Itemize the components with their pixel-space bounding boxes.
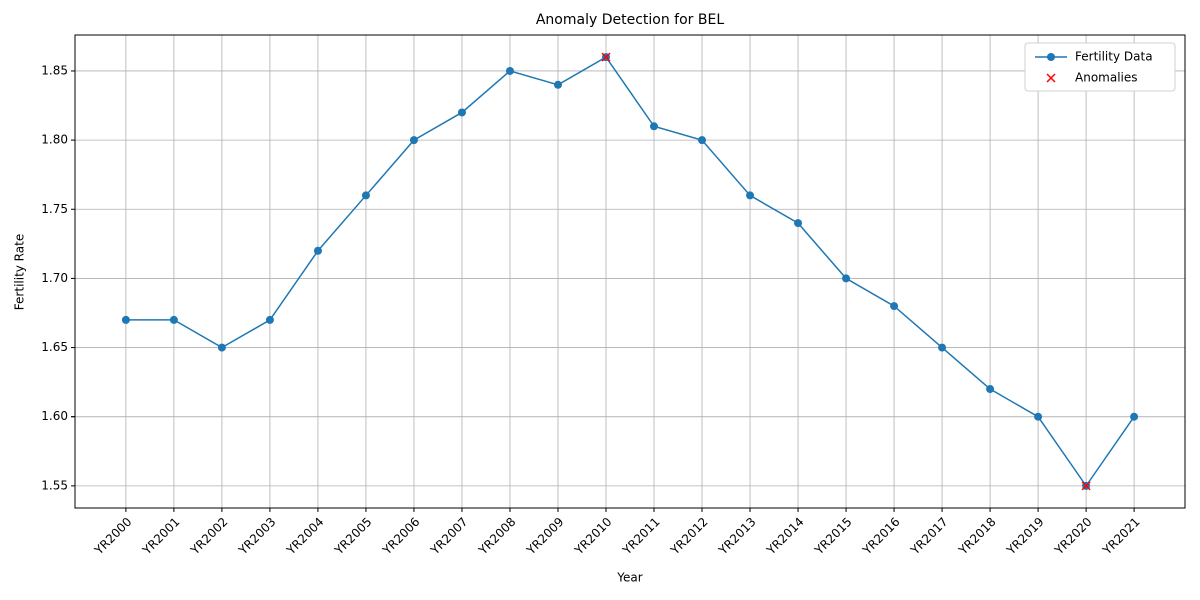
y-tick-label: 1.80 bbox=[41, 133, 68, 147]
x-tick-label: YR2017 bbox=[907, 515, 950, 558]
chart-title: Anomaly Detection for BEL bbox=[536, 12, 724, 28]
marker bbox=[361, 191, 370, 200]
x-tick-label: YR2001 bbox=[139, 515, 182, 558]
plot-frame bbox=[74, 34, 1186, 509]
marker bbox=[409, 136, 418, 145]
x-tick-label: YR2004 bbox=[283, 515, 326, 558]
legend-box bbox=[1024, 42, 1176, 92]
x-tick-label: YR2000 bbox=[91, 515, 134, 558]
line bbox=[125, 56, 1135, 488]
y-tick-label: 1.55 bbox=[41, 478, 68, 492]
x-tick-label: YR2020 bbox=[1051, 515, 1094, 558]
x-tick-label: YR2019 bbox=[1003, 515, 1046, 558]
x-tick-label: YR2003 bbox=[235, 515, 278, 558]
x-tick-label: YR2012 bbox=[667, 515, 710, 558]
marker bbox=[986, 385, 995, 394]
x-tick-label: YR2013 bbox=[715, 515, 758, 558]
x-tick-label: YR2006 bbox=[379, 515, 422, 558]
x-tick-label: YR2009 bbox=[523, 515, 566, 558]
anomaly-cross bbox=[601, 52, 611, 62]
anomaly-marker bbox=[1081, 481, 1091, 491]
marker bbox=[698, 136, 707, 145]
legend-label: Anomalies bbox=[1075, 71, 1138, 85]
marker bbox=[313, 246, 322, 255]
marker bbox=[1034, 412, 1043, 421]
marker bbox=[553, 80, 562, 89]
y-tick-label: 1.60 bbox=[41, 409, 68, 423]
marker bbox=[938, 343, 947, 352]
marker bbox=[890, 302, 899, 311]
marker bbox=[217, 343, 226, 352]
y-tick-label: 1.70 bbox=[41, 271, 68, 285]
y-tick-label: 1.75 bbox=[41, 202, 68, 216]
marker bbox=[457, 108, 466, 117]
anomaly-marker bbox=[601, 52, 611, 62]
marker bbox=[505, 66, 514, 75]
y-tick-label: 1.85 bbox=[41, 63, 68, 77]
x-tick-label: YR2008 bbox=[475, 515, 518, 558]
marker bbox=[121, 315, 130, 324]
x-tick-label: YR2015 bbox=[811, 515, 854, 558]
legend-cross bbox=[1046, 73, 1056, 83]
marker bbox=[842, 274, 851, 283]
y-axis-label: Fertility Rate bbox=[13, 234, 27, 310]
x-tick-label: YR2016 bbox=[859, 515, 902, 558]
marker bbox=[650, 122, 659, 131]
legend-marker bbox=[1047, 53, 1055, 61]
x-tick-label: YR2018 bbox=[955, 515, 998, 558]
anomaly-cross bbox=[1081, 481, 1091, 491]
marker bbox=[265, 315, 274, 324]
marker bbox=[746, 191, 755, 200]
x-axis-label: Year bbox=[616, 571, 642, 585]
x-tick-label: YR2011 bbox=[619, 515, 662, 558]
x-tick-label: YR2014 bbox=[763, 515, 806, 558]
x-tick-label: YR2007 bbox=[427, 515, 470, 558]
marker bbox=[169, 315, 178, 324]
y-tick-label: 1.65 bbox=[41, 340, 68, 354]
x-tick-label: YR2002 bbox=[187, 515, 230, 558]
x-tick-label: YR2021 bbox=[1099, 515, 1142, 558]
x-tick-label: YR2010 bbox=[571, 515, 614, 558]
marker bbox=[1130, 412, 1139, 421]
x-tick-label: YR2005 bbox=[331, 515, 374, 558]
legend-label: Fertility Data bbox=[1075, 50, 1153, 64]
marker bbox=[794, 219, 803, 228]
